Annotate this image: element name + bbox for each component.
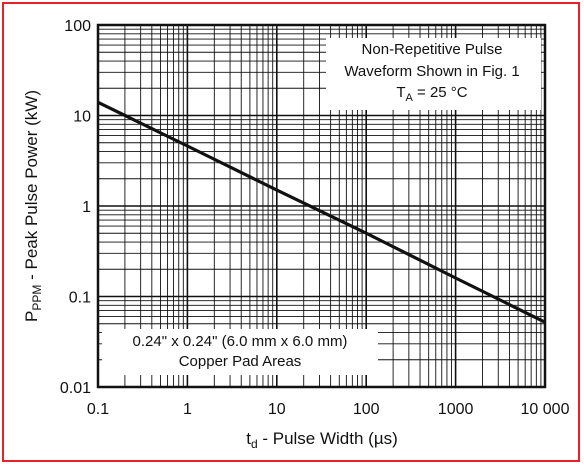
- y-tick-label: 0.01: [60, 380, 91, 397]
- y-tick-label: 100: [64, 18, 91, 35]
- y-tick-label: 10: [73, 109, 91, 126]
- x-tick-labels: 0.1 1 10 100 1000 10 000: [87, 401, 570, 418]
- x-tick-label: 10 000: [521, 401, 570, 418]
- x-tick-label: 1000: [438, 401, 474, 418]
- annotation-line-3: TA = 25 °C: [396, 84, 467, 104]
- y-tick-labels: 0.01 0.1 1 10 100: [60, 18, 91, 397]
- annotation-line-2: Waveform Shown in Fig. 1: [344, 63, 519, 80]
- series-line: [97, 100, 546, 324]
- y-tick-label: 0.1: [69, 290, 91, 307]
- x-axis-title: td - Pulse Width (µs): [246, 429, 398, 451]
- x-tick-label: 1: [183, 401, 192, 418]
- x-tick-label: 10: [268, 401, 286, 418]
- y-axis-title: PPPM - Peak Pulse Power (kW): [22, 90, 44, 322]
- plot-area-border: [96, 23, 547, 389]
- y-tick-label: 1: [82, 199, 91, 216]
- annotation-box-pad: [102, 329, 378, 375]
- annotation-pad-line-2: Copper Pad Areas: [179, 353, 302, 370]
- x-tick-label: 100: [353, 401, 380, 418]
- annotation-line-1: Non-Repetitive Pulse: [362, 41, 503, 58]
- x-tick-label: 0.1: [87, 401, 109, 418]
- annotation-box-conditions: [326, 38, 541, 110]
- annotation-pad-line-1: 0.24" x 0.24" (6.0 mm x 6.0 mm): [133, 333, 348, 350]
